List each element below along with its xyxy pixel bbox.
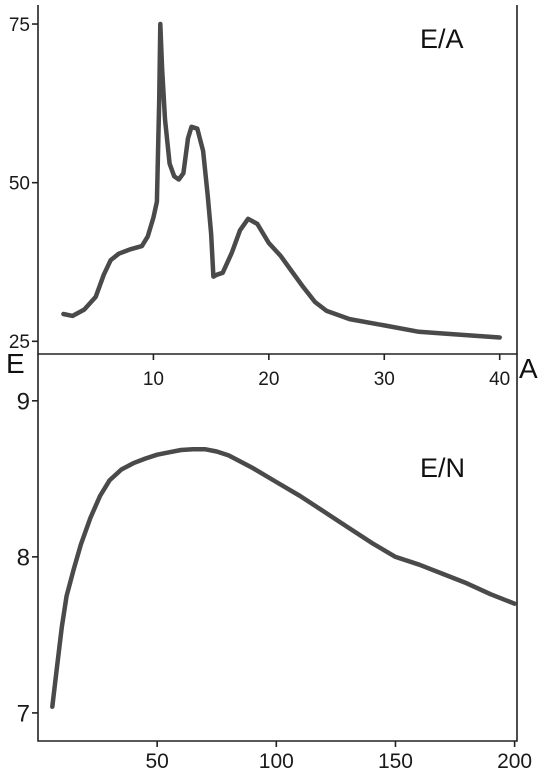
top-y-tick-label: 75: [9, 15, 30, 36]
panel-e-over-a: 25 50 75 10 20 30 40 E/A E A: [6, 5, 538, 390]
top-y-tick-label: 25: [9, 332, 30, 353]
chart-title-e-over-n: E/N: [420, 453, 465, 483]
top-y-tick-label: 50: [9, 174, 30, 195]
bottom-frame: [37, 354, 518, 742]
bottom-y-tick-label: 7: [17, 701, 30, 728]
top-x-tick-label: 20: [258, 369, 279, 390]
bottom-x-tick-label: 100: [259, 750, 294, 773]
bottom-x-tick-label: 200: [497, 750, 532, 773]
e-over-n-line: [50, 446, 517, 709]
bottom-x-tick-label: 50: [145, 750, 168, 773]
chart-title-e-over-a: E/A: [420, 24, 464, 54]
top-x-tick-label: 10: [143, 369, 164, 390]
top-x-tick-label: 30: [374, 369, 395, 390]
bottom-x-tick-label: 150: [378, 750, 413, 773]
e-over-a-line: [61, 21, 502, 340]
y-axis-label-e: E: [6, 348, 25, 379]
bottom-y-tick-label: 8: [17, 545, 30, 572]
top-x-tick-label: 40: [489, 369, 510, 390]
x-axis-label-a: A: [519, 353, 538, 384]
panel-e-over-n: 7 8 9 50 100 150 200 E/N: [17, 354, 532, 773]
top-frame: [37, 5, 518, 355]
bottom-y-tick-label: 9: [17, 388, 30, 415]
